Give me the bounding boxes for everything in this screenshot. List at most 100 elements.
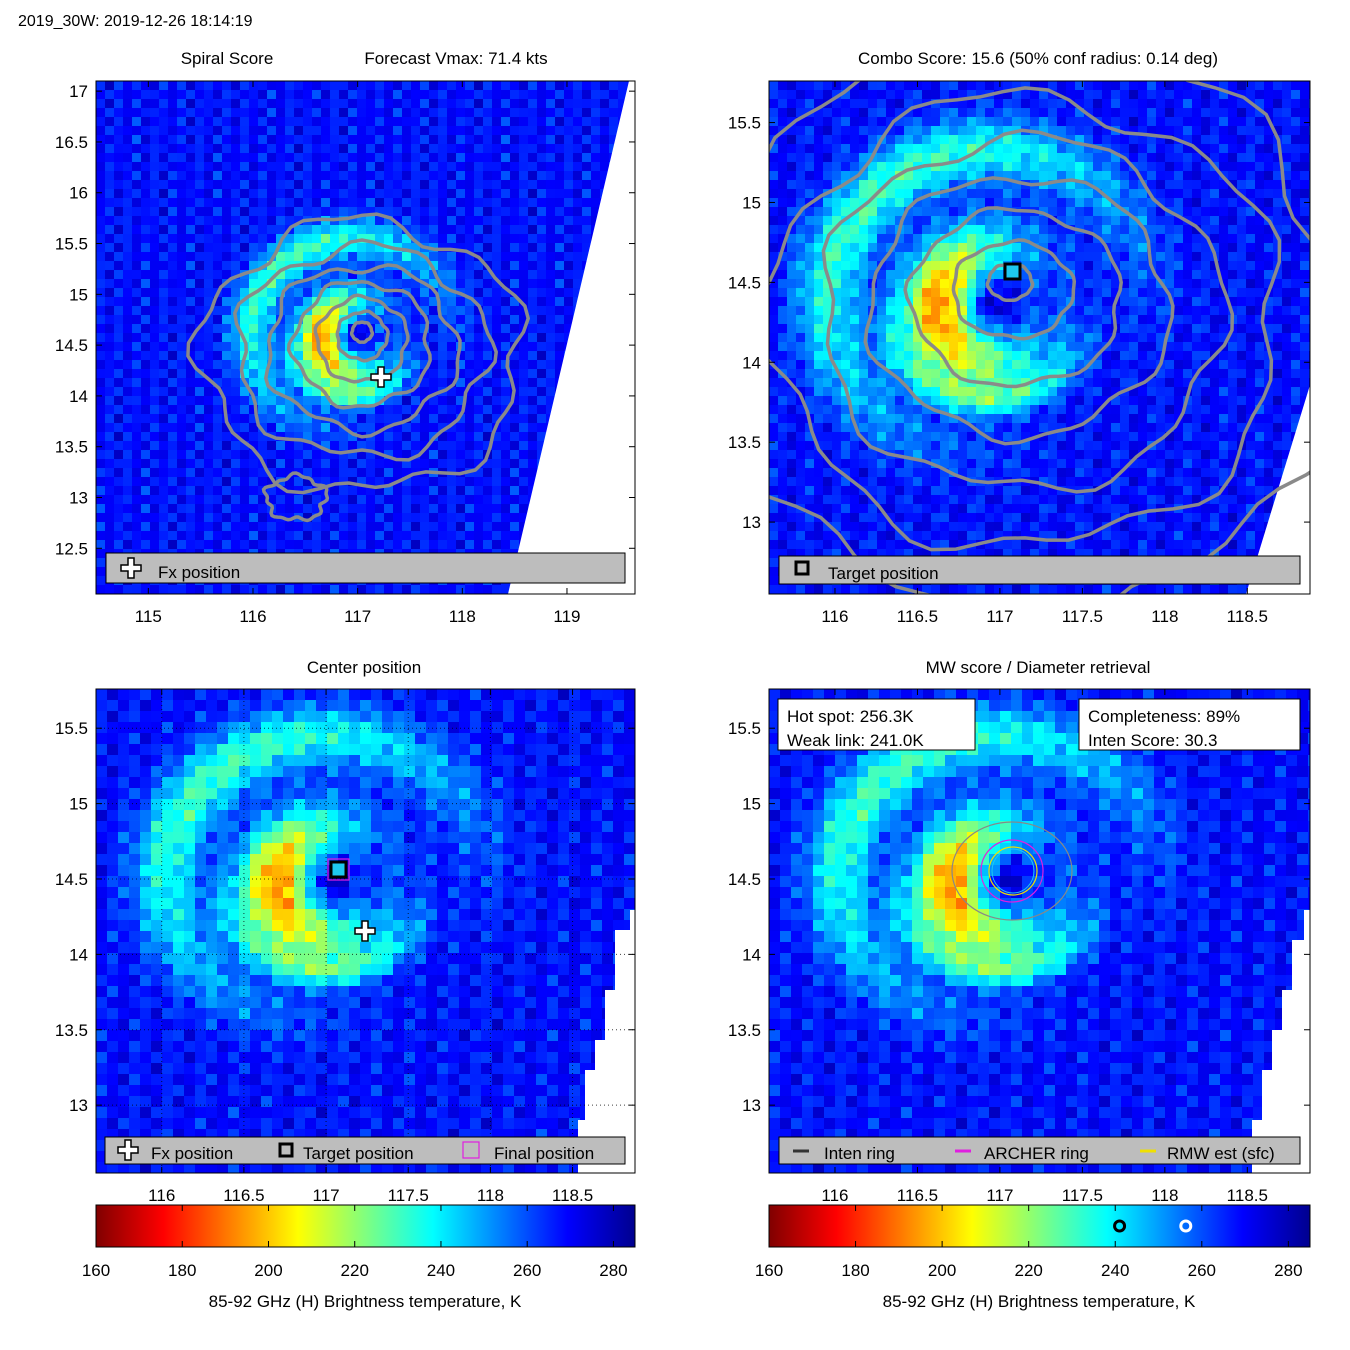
heat-cell [877,297,887,307]
heat-cell [357,504,367,514]
heat-cell [420,117,430,127]
heat-cell [850,144,860,154]
heat-cell [294,540,304,550]
heat-cell [321,162,331,172]
heat-cell [438,135,448,145]
heat-cell [150,162,160,172]
heat-cell [429,495,439,505]
heat-cell [204,324,214,334]
heat-cell [393,414,403,424]
heat-cell [1075,288,1085,298]
heat-cell [294,297,304,307]
heat-cell [303,387,313,397]
heat-cell [357,360,367,370]
heat-cell [447,369,457,379]
panel-spiral-score: Spiral Score Forecast Vmax: 71.4 kts 115… [55,49,636,626]
heat-cell [357,216,367,226]
heat-cell [276,279,286,289]
heat-cell [150,414,160,424]
heat-cell [528,306,538,316]
heat-cell [276,360,286,370]
heat-cell [958,144,968,154]
heat-cell [258,432,268,442]
heat-cell [931,117,941,127]
heat-cell [249,504,259,514]
heat-cell [366,351,376,361]
heat-cell [859,81,869,91]
heat-cell [841,234,851,244]
heat-cell [366,297,376,307]
heat-cell [823,180,833,190]
heat-cell [582,108,592,118]
heat-cell [510,198,520,208]
heat-cell [1219,189,1229,199]
heat-cell [582,81,592,91]
heat-cell [1255,108,1265,118]
heat-cell [240,288,250,298]
heat-cell [922,288,932,298]
heat-cell [465,108,475,118]
heat-cell [177,261,187,271]
heat-cell [1093,270,1103,280]
heat-cell [168,477,178,487]
heat-cell [492,90,502,100]
heat-cell [231,351,241,361]
heat-cell [1138,234,1148,244]
heat-cell [429,405,439,415]
heat-cell [483,288,493,298]
heat-cell [420,225,430,235]
heat-cell [375,531,385,541]
heat-cell [805,288,815,298]
heat-cell [492,477,502,487]
heat-cell [1012,189,1022,199]
heat-cell [150,432,160,442]
heat-cell [465,225,475,235]
heat-cell [483,378,493,388]
heat-cell [1174,261,1184,271]
heat-cell [240,153,250,163]
heat-cell [141,504,151,514]
heat-cell [96,288,106,298]
heat-cell [877,171,887,181]
heat-cell [859,198,869,208]
heat-cell [114,90,124,100]
heat-cell [1291,126,1301,136]
heat-cell [1138,198,1148,208]
heat-cell [393,351,403,361]
heat-cell [895,126,905,136]
heat-cell [1138,189,1148,199]
heat-cell [474,324,484,334]
heat-cell [1300,117,1310,127]
heat-cell [348,315,358,325]
heat-cell [859,279,869,289]
heat-cell [1012,90,1022,100]
heat-cell [222,387,232,397]
heat-cell [186,297,196,307]
heat-cell [778,171,788,181]
heat-cell [510,306,520,316]
heat-cell [958,270,968,280]
heat-cell [904,108,914,118]
heat-cell [537,198,547,208]
heat-cell [258,495,268,505]
heat-cell [357,387,367,397]
heat-cell [429,513,439,523]
heat-cell [447,495,457,505]
heat-cell [141,351,151,361]
heat-cell [1030,225,1040,235]
heat-cell [555,324,565,334]
heat-cell [609,135,619,145]
heat-cell [105,288,115,298]
heat-cell [96,261,106,271]
heat-cell [1192,108,1202,118]
heat-cell [96,396,106,406]
heat-cell [555,198,565,208]
heat-cell [985,171,995,181]
heat-cell [393,279,403,289]
heat-cell [267,360,277,370]
heat-cell [985,198,995,208]
heat-cell [447,117,457,127]
heat-cell [868,243,878,253]
heat-cell [294,207,304,217]
heat-cell [1048,270,1058,280]
